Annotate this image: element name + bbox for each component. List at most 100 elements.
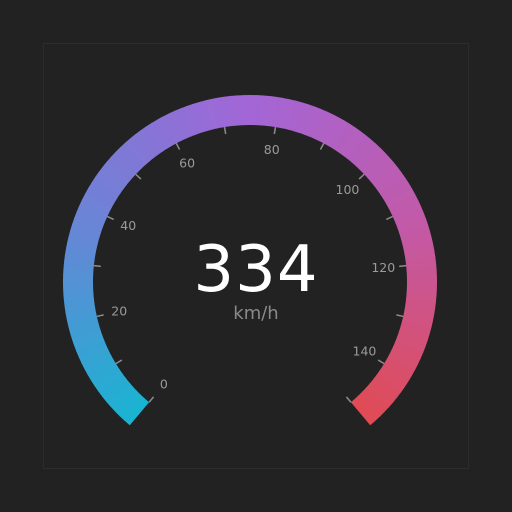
gauge-arc-segment [65, 308, 97, 321]
gauge-tick [358, 173, 365, 180]
gauge-arc-segment [67, 235, 98, 250]
gauge-arc-segment [84, 187, 115, 209]
gauge-arc-segment [404, 303, 436, 316]
gauge-arc-segment [400, 230, 432, 245]
gauge-tick [273, 126, 277, 135]
gauge-arc-segment [94, 369, 124, 392]
gauge-arc-segment [87, 359, 117, 382]
gauge-ticks [93, 126, 407, 403]
gauge-arc-segment [78, 345, 109, 364]
gauge-arc-segment [98, 373, 127, 398]
gauge-arc-segment [69, 324, 101, 340]
gauge-tick [345, 396, 352, 403]
gauge-arc-segment [366, 382, 394, 408]
gauge-arc-segment [94, 171, 124, 195]
gauge-tick [396, 314, 404, 318]
gauge-arc-segment [397, 218, 429, 235]
gauge-arc-segment [162, 113, 182, 144]
gauge-arc-segment [223, 95, 235, 127]
gauge-arc-segment [64, 302, 96, 315]
gauge-arc-segment [91, 176, 121, 199]
gauge-arc-segment [402, 236, 434, 251]
gauge-arc-segment [350, 138, 376, 166]
gauge-arc-segment [115, 146, 142, 173]
gauge-arc-segment [173, 108, 193, 139]
gauge-arc-segment [150, 119, 173, 149]
gauge-arc-segment [110, 386, 138, 412]
gauge-arc-segment [395, 335, 426, 353]
gauge-arc-segment [68, 229, 100, 245]
gauge-arc-segment [192, 101, 208, 133]
gauge-arc-segment [63, 292, 94, 302]
gauge-arc-segment [333, 123, 356, 153]
gauge-arc-segment [134, 130, 159, 159]
gauge-arc-segment [354, 394, 380, 422]
gauge-label: 80 [264, 142, 280, 157]
gauge-arc-segment [406, 262, 437, 272]
gauge-arc-segment [395, 211, 427, 230]
gauge-arc-segment [63, 297, 95, 309]
gauge-label: 40 [120, 218, 136, 233]
gauge-arc-segment [230, 95, 240, 126]
gauge-arc-segment [328, 120, 350, 150]
gauge-arc-segment [72, 217, 103, 234]
gauge-arc-segment [376, 172, 406, 195]
gauge-arc-segment [129, 134, 155, 162]
gauge-arc-segment [124, 398, 150, 426]
gauge-arc-segment [323, 116, 345, 147]
gauge-arc-segment [106, 156, 134, 182]
gauge-arc-segment [102, 377, 130, 403]
gauge-arc-segment [388, 194, 419, 214]
gauge-arc-segment [393, 340, 424, 359]
gauge-arc-segment [168, 110, 187, 141]
gauge-label: 140 [353, 344, 377, 359]
gauge-arc-segment [81, 350, 112, 370]
gauge-arc-segment [84, 354, 115, 376]
gauge-arc-segment [385, 355, 416, 377]
gauge-label: 120 [371, 260, 395, 275]
gauge-tick [399, 264, 407, 268]
gauge-arc-segment [403, 243, 435, 256]
gauge-arc-segment [399, 224, 431, 240]
gauge-arc-segment [383, 182, 413, 205]
gauge-arc-segment [382, 360, 412, 382]
gauge-arc-segment [114, 390, 141, 417]
gauge-arc-segment [266, 96, 277, 127]
gauge-arc-segment [156, 116, 178, 147]
gauge-arc-segment [370, 161, 398, 187]
gauge-arc-segment [337, 126, 361, 156]
gauge-arc-segment [303, 106, 321, 137]
gauge-arc-segment [346, 134, 371, 163]
gauge-label: 20 [111, 303, 127, 318]
gauge-arc-segment [402, 314, 433, 329]
gauge-arc-segment [120, 142, 146, 170]
gauge-arc-segment [211, 97, 224, 129]
gauge-arc-segment [90, 364, 120, 387]
speed-readout: 334 km/h [156, 230, 356, 324]
gauge-arc-segment [271, 96, 284, 128]
gauge-arc-segment [277, 97, 290, 129]
gauge-arc-segment [376, 369, 406, 393]
gauge-arc-segment [282, 99, 297, 130]
gauge-tick [135, 173, 142, 180]
gauge-arc-segment [124, 138, 150, 166]
gauge-tick [96, 314, 104, 318]
gauge-arc-segment [76, 205, 107, 224]
gauge-arc-segment [362, 387, 389, 413]
gauge-arc-segment [380, 177, 410, 200]
gauge-arc-segment [388, 350, 419, 371]
gauge-arc-segment [393, 205, 424, 225]
gauge-arc-segment [81, 193, 112, 214]
gauge-arc-segment [119, 394, 145, 421]
gauge-arc-segment [179, 105, 198, 137]
gauge-arc-segment [70, 223, 101, 239]
gauge-tick [148, 396, 155, 403]
gauge-arc-segment [74, 211, 105, 229]
gauge-arc-segment [140, 126, 163, 156]
gauge-arc-segment [385, 188, 416, 210]
gauge-arc-segment [400, 319, 432, 335]
gauge-arc-segment [404, 249, 436, 262]
gauge-arc-segment [379, 365, 409, 388]
gauge-arc-segment [362, 152, 390, 178]
gauge-arc-segment [350, 398, 376, 426]
